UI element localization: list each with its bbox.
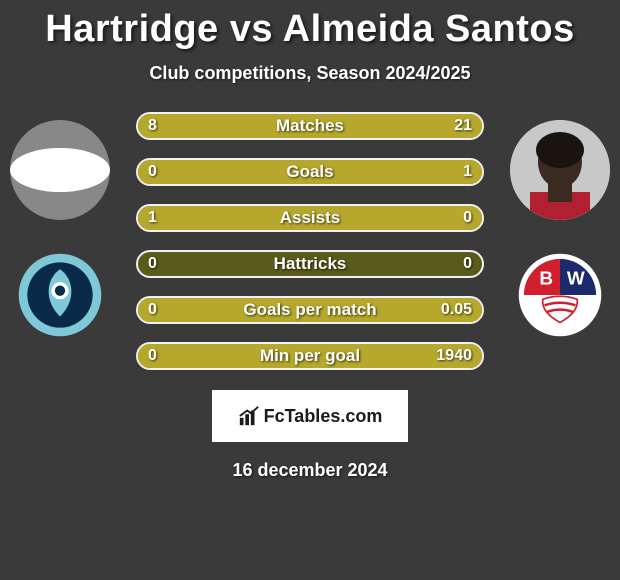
placeholder-ellipse-icon — [10, 148, 110, 192]
fctables-logo-icon — [238, 405, 260, 427]
page-title: Hartridge vs Almeida Santos — [0, 0, 620, 51]
stat-row: Goals01 — [136, 158, 484, 186]
club-left-badge — [17, 252, 103, 338]
wycombe-badge-icon — [17, 252, 103, 338]
stat-row: Min per goal01940 — [136, 342, 484, 370]
stat-value-left: 0 — [148, 252, 157, 276]
stats-container: Matches821 Goals01 Assists10 Hattricks0 0 Goa… — [136, 112, 484, 370]
stat-fill-left — [138, 114, 234, 138]
stat-fill-right — [138, 298, 482, 322]
branding-text: FcTables.com — [264, 406, 383, 427]
stat-row: Goals per match00.05 — [136, 296, 484, 324]
svg-text:W: W — [567, 269, 585, 290]
player-right-avatar — [510, 120, 610, 220]
club-right-badge: B W — [517, 252, 603, 338]
left-column — [10, 120, 110, 338]
player-photo-icon — [510, 120, 610, 220]
stat-fill-right — [234, 114, 482, 138]
subtitle: Club competitions, Season 2024/2025 — [0, 63, 620, 84]
stat-fill-right — [138, 160, 482, 184]
stat-row: Matches821 — [136, 112, 484, 140]
stat-value-right: 0 — [463, 252, 472, 276]
stat-row: Assists10 — [136, 204, 484, 232]
date-label: 16 december 2024 — [0, 460, 620, 481]
player-left-avatar — [10, 120, 110, 220]
stat-label: Hattricks — [138, 252, 482, 276]
branding-badge: FcTables.com — [212, 390, 408, 442]
svg-text:B: B — [539, 269, 553, 290]
right-column: B W — [510, 120, 610, 338]
stat-row: Hattricks0 0 — [136, 250, 484, 278]
comparison-content: B W Matches821 Goals01 Assists10 Hattricks0… — [0, 112, 620, 370]
stat-fill-left — [138, 206, 482, 230]
stat-fill-right — [138, 344, 482, 368]
bolton-badge-icon: B W — [517, 252, 603, 338]
